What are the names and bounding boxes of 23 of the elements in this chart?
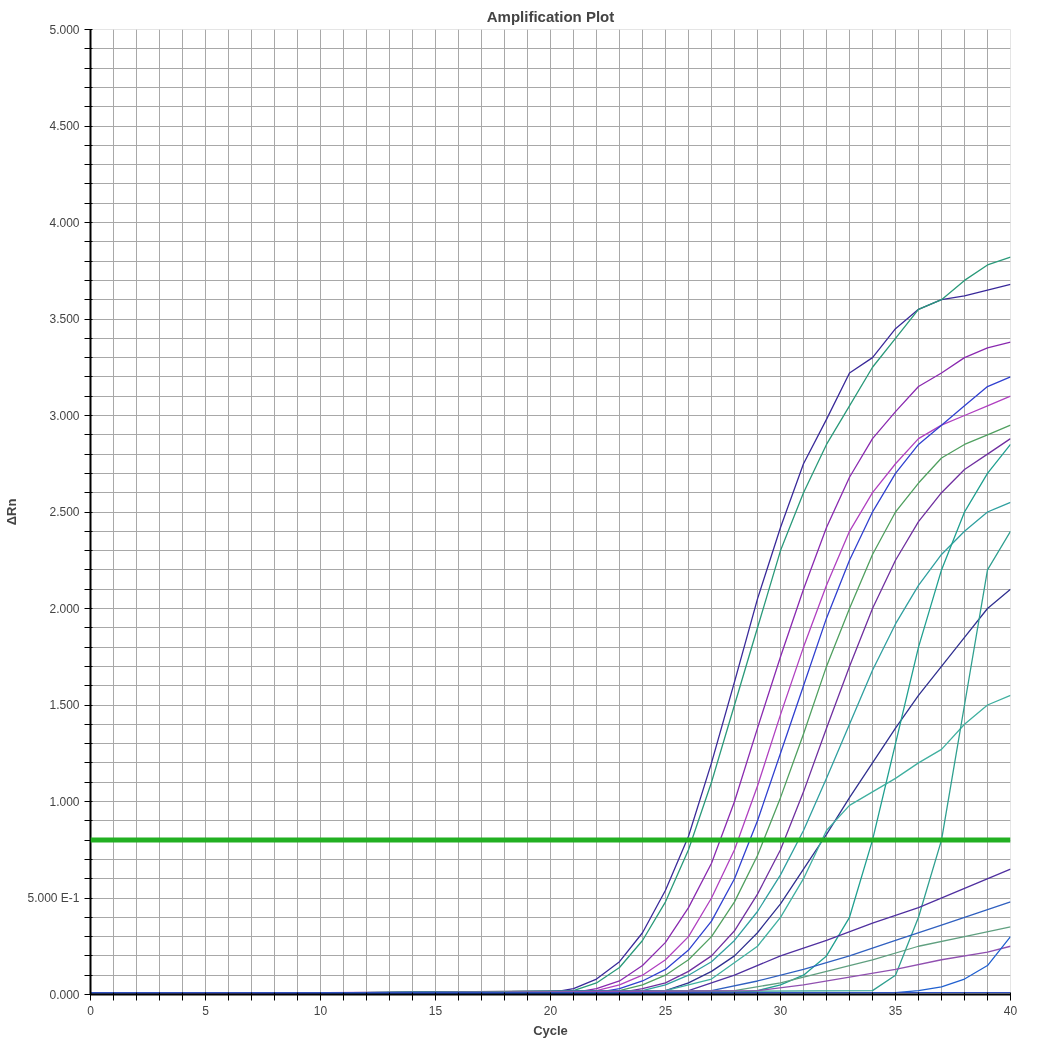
x-tick-label: 30 <box>773 1003 788 1018</box>
x-tick-label: 15 <box>428 1003 443 1018</box>
x-tick-label: 25 <box>658 1003 673 1018</box>
chart-title: Amplification Plot <box>486 7 615 25</box>
y-tick-label: 5.000 E-1 <box>27 891 80 905</box>
y-tick-label: 0.000 <box>49 987 80 1002</box>
y-tick-label: 2.500 <box>49 505 80 519</box>
y-tick-label: 1.500 <box>49 698 80 712</box>
x-tick-label: 0 <box>87 1003 95 1018</box>
y-tick-label: 2.000 <box>49 601 80 616</box>
y-tick-label: 1.000 <box>49 794 80 809</box>
y-tick-label: 3.000 <box>49 408 80 423</box>
y-tick-label: 4.000 <box>49 215 80 230</box>
y-tick-label: 3.500 <box>49 312 80 326</box>
x-tick-label: 40 <box>1003 1003 1018 1018</box>
y-tick-label: 4.500 <box>49 119 80 133</box>
x-axis-title: Cycle <box>533 1022 568 1038</box>
y-tick-label: 5.000 <box>49 22 80 37</box>
x-tick-label: 5 <box>202 1003 210 1018</box>
x-tick-label: 20 <box>543 1003 558 1018</box>
x-tick-label: 10 <box>313 1003 328 1018</box>
x-tick-label: 35 <box>888 1003 903 1018</box>
y-axis-title: ΔRn <box>4 498 20 526</box>
